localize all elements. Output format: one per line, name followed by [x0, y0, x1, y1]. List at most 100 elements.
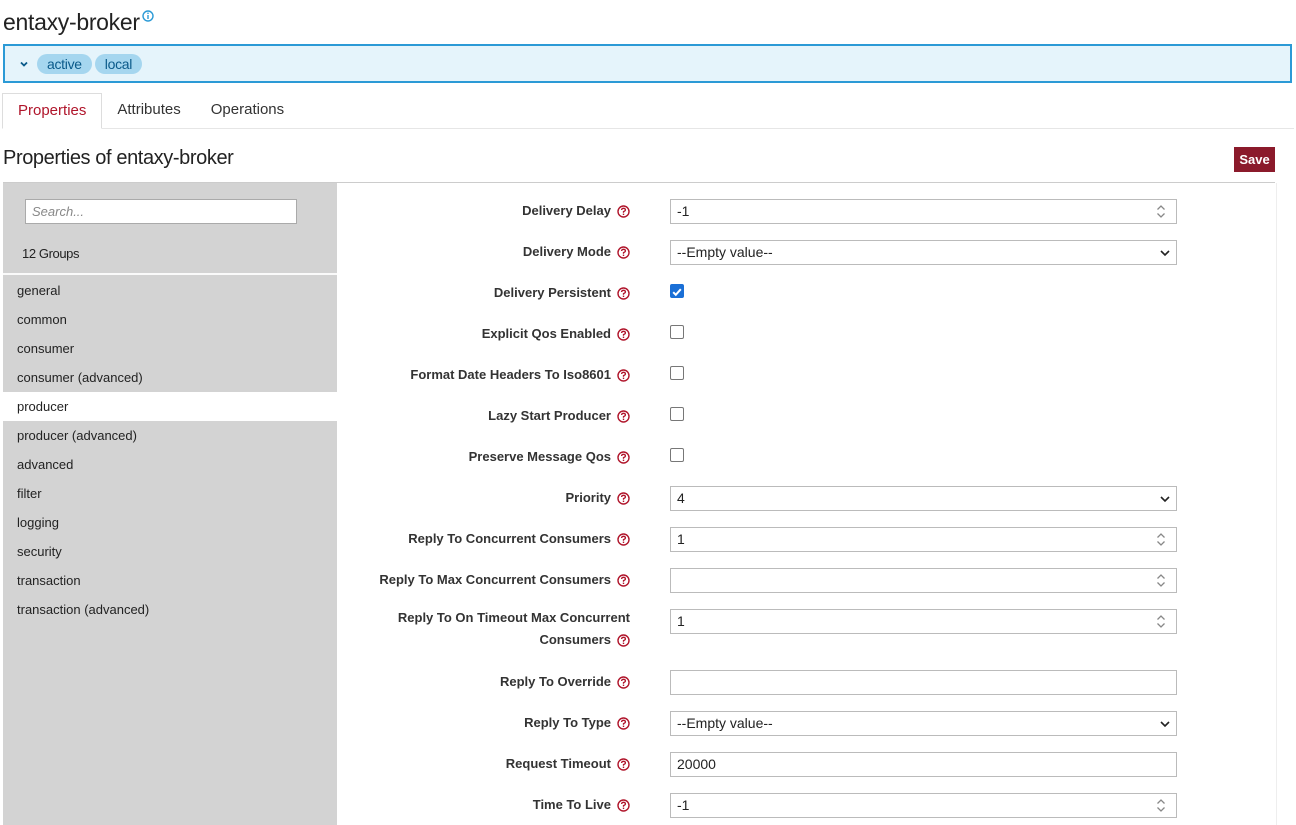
status-bar: active local [3, 44, 1292, 83]
property-label: Priority [370, 487, 630, 509]
save-button[interactable]: Save [1234, 147, 1275, 172]
field-value: --Empty value-- [677, 244, 773, 260]
field-value: 4 [677, 490, 685, 506]
property-label-text: Reply To Concurrent Consumers [408, 531, 611, 546]
question-circle-icon[interactable] [617, 574, 630, 587]
property-label-text: Delivery Mode [522, 244, 611, 259]
field-value: 1 [677, 531, 685, 547]
spinner-arrows-icon[interactable] [1154, 572, 1168, 589]
tab-operations[interactable]: Operations [210, 101, 285, 118]
spinner-arrows-icon[interactable] [1154, 613, 1168, 630]
reply-to-on-timeout-max-concurrent-consumers-input[interactable]: 1 [670, 609, 1177, 634]
group-item-transaction[interactable]: transaction [17, 573, 81, 588]
question-circle-icon[interactable] [617, 369, 630, 382]
group-item-producer[interactable]: producer [3, 392, 337, 421]
request-timeout-input[interactable]: 20000 [670, 752, 1177, 777]
property-label: Reply To Max Concurrent Consumers [370, 569, 630, 591]
chevron-down-icon [1160, 721, 1170, 728]
section-title: Properties of entaxy-broker [3, 147, 234, 169]
question-circle-icon[interactable] [617, 287, 630, 300]
tab-properties[interactable]: Properties [2, 93, 103, 129]
group-item-advanced[interactable]: advanced [17, 457, 74, 472]
question-circle-icon[interactable] [617, 451, 630, 464]
preserve-message-qos-checkbox[interactable] [670, 448, 684, 462]
question-circle-icon[interactable] [617, 676, 630, 689]
explicit-qos-enabled-checkbox[interactable] [670, 325, 684, 339]
info-circle-icon[interactable] [142, 10, 154, 22]
properties-form: Delivery Delay -1 Delivery Mode --Empty … [337, 183, 1276, 825]
property-label-text: Time To Live [532, 797, 611, 812]
chevron-down-icon[interactable] [17, 57, 31, 71]
groups-sidebar: 12 Groups general common consumer consum… [3, 183, 337, 825]
group-item-security[interactable]: security [17, 544, 62, 559]
property-label: Delivery Mode [370, 241, 630, 263]
divider [3, 273, 337, 275]
format-date-headers-checkbox[interactable] [670, 366, 684, 380]
property-label: Preserve Message Qos [370, 446, 630, 468]
tab-attributes[interactable]: Attributes [117, 101, 181, 118]
property-label-text: Reply To On Timeout Max Concurrent [397, 610, 630, 625]
group-item-consumer-advanced[interactable]: consumer (advanced) [17, 370, 143, 385]
divider [1276, 183, 1277, 825]
question-circle-icon[interactable] [617, 492, 630, 505]
question-circle-icon[interactable] [617, 328, 630, 341]
time-to-live-input[interactable]: -1 [670, 793, 1177, 818]
group-item-common[interactable]: common [17, 312, 67, 327]
field-value: --Empty value-- [677, 715, 773, 731]
group-item-general[interactable]: general [17, 283, 61, 298]
property-label: Request Timeout [370, 753, 630, 775]
property-label-text: Delivery Persistent [493, 285, 611, 300]
group-item-transaction-advanced[interactable]: transaction (advanced) [17, 602, 150, 617]
question-circle-icon[interactable] [617, 246, 630, 259]
property-label: Reply To Override [370, 671, 630, 693]
property-label-text: Request Timeout [505, 756, 611, 771]
property-label-text: Reply To Max Concurrent Consumers [379, 572, 611, 587]
reply-to-override-input[interactable] [670, 670, 1177, 695]
spinner-arrows-icon[interactable] [1154, 531, 1168, 548]
status-badge-local: local [94, 53, 143, 74]
question-circle-icon[interactable] [617, 533, 630, 546]
delivery-delay-input[interactable]: -1 [670, 199, 1177, 224]
spinner-arrows-icon[interactable] [1154, 203, 1168, 220]
property-label: Reply To On Timeout Max Concurrent Consum… [370, 607, 630, 651]
tab-bar: Properties Attributes Operations [2, 93, 1294, 129]
question-circle-icon[interactable] [617, 205, 630, 218]
property-label: Reply To Concurrent Consumers [370, 528, 630, 550]
delivery-mode-select[interactable]: --Empty value-- [670, 240, 1177, 265]
question-circle-icon[interactable] [617, 799, 630, 812]
reply-to-max-concurrent-consumers-input[interactable] [670, 568, 1177, 593]
lazy-start-producer-checkbox[interactable] [670, 407, 684, 421]
chevron-down-icon [1160, 250, 1170, 257]
check-icon [672, 288, 682, 297]
property-label-text: Reply To Override [499, 674, 611, 689]
question-circle-icon[interactable] [617, 758, 630, 771]
property-label: Reply To Type [370, 712, 630, 734]
question-circle-icon[interactable] [617, 410, 630, 423]
property-label-text: Reply To Type [524, 715, 611, 730]
divider [3, 182, 1275, 183]
spinner-arrows-icon[interactable] [1154, 797, 1168, 814]
group-item-producer-advanced[interactable]: producer (advanced) [17, 428, 137, 443]
search-input[interactable] [25, 199, 297, 224]
property-label-text: Format Date Headers To Iso8601 [410, 367, 611, 382]
groups-count: 12 Groups [22, 246, 80, 261]
question-circle-icon[interactable] [617, 717, 630, 730]
property-label-text: Consumers [539, 632, 611, 647]
property-label-text: Priority [565, 490, 611, 505]
priority-select[interactable]: 4 [670, 486, 1177, 511]
page-header: entaxy-broker [3, 6, 154, 38]
question-circle-icon[interactable] [617, 634, 630, 647]
property-label-text: Delivery Delay [522, 203, 611, 218]
group-list: general common consumer consumer (advanc… [3, 276, 337, 624]
property-label-text: Explicit Qos Enabled [481, 326, 611, 341]
delivery-persistent-checkbox[interactable] [670, 284, 684, 298]
field-value: -1 [677, 203, 690, 219]
group-item-filter[interactable]: filter [17, 486, 42, 501]
group-item-logging[interactable]: logging [17, 515, 59, 530]
property-label: Explicit Qos Enabled [370, 323, 630, 345]
property-label: Lazy Start Producer [370, 405, 630, 427]
reply-to-type-select[interactable]: --Empty value-- [670, 711, 1177, 736]
reply-to-concurrent-consumers-input[interactable]: 1 [670, 527, 1177, 552]
chevron-down-icon [1160, 496, 1170, 503]
group-item-consumer[interactable]: consumer [17, 341, 75, 356]
